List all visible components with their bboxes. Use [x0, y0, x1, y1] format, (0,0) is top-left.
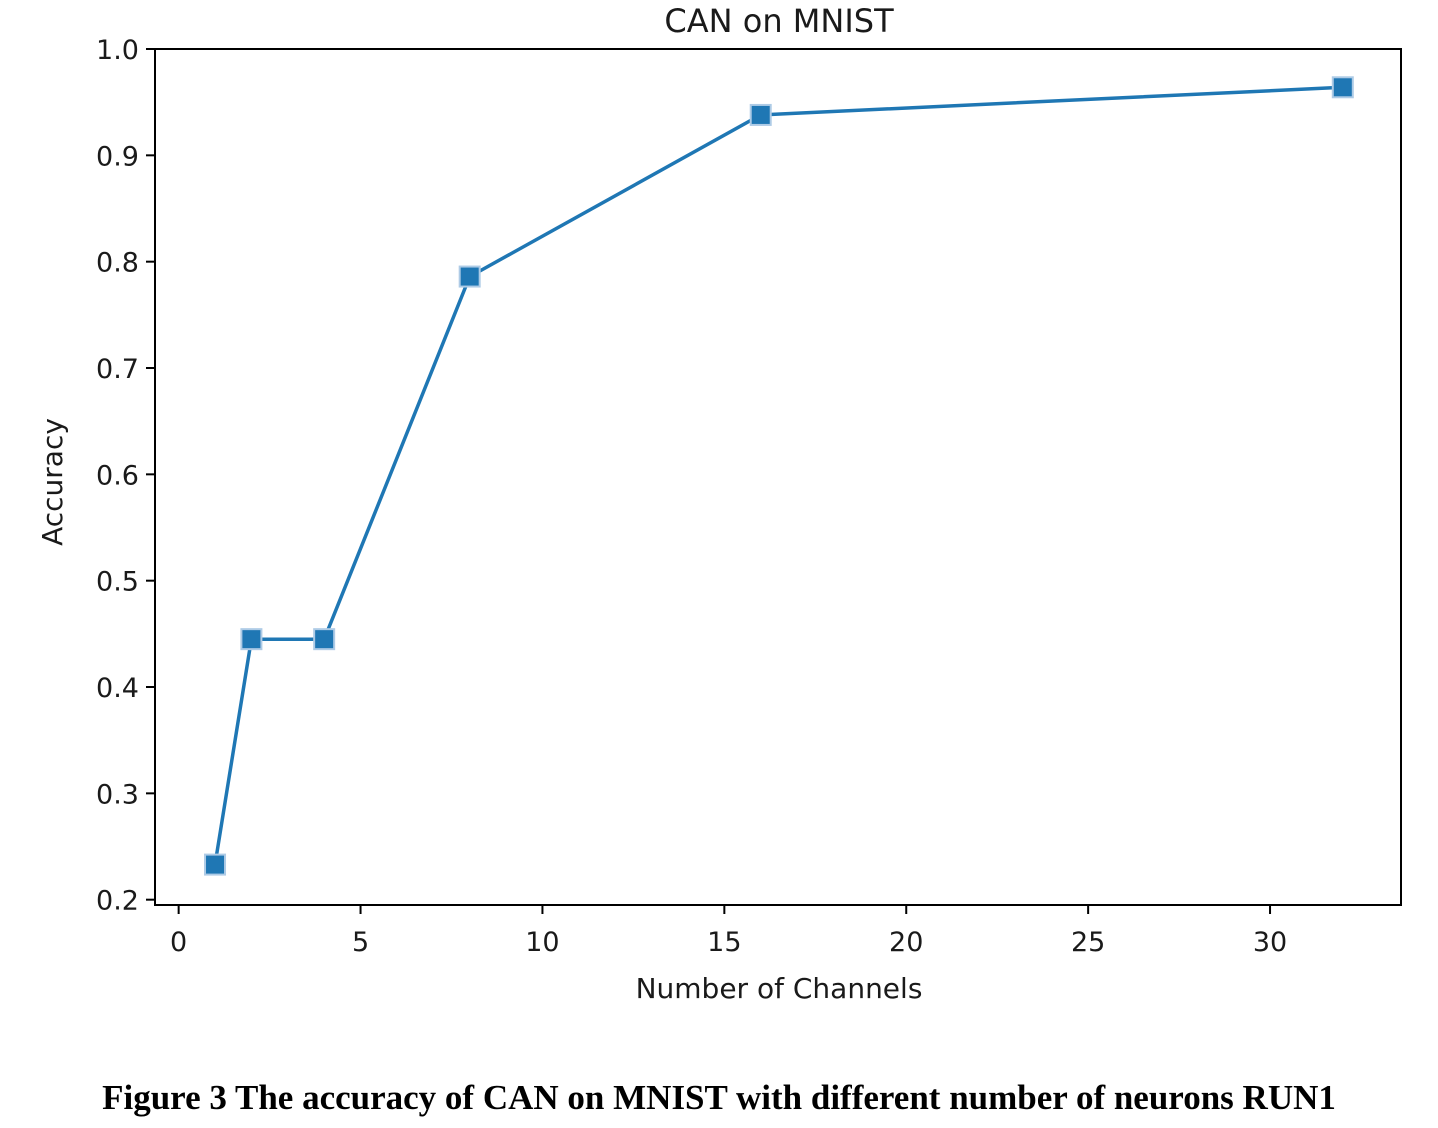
- y-tick-label: 0.3: [96, 779, 139, 810]
- y-tick-label: 0.6: [96, 460, 139, 491]
- plot-area: [204, 76, 1354, 876]
- y-axis-label: Accuracy: [36, 418, 69, 546]
- x-tick-label: 20: [889, 927, 923, 958]
- chart-title: CAN on MNIST: [664, 2, 894, 40]
- x-tick-label: 15: [707, 927, 741, 958]
- y-tick-label: 1.0: [96, 35, 139, 66]
- y-tick-label: 0.4: [96, 673, 139, 704]
- data-point: [749, 103, 772, 126]
- data-point: [204, 853, 227, 876]
- x-tick-label: 0: [170, 927, 187, 958]
- y-tick-label: 0.8: [96, 248, 139, 279]
- y-tick-label: 0.5: [96, 567, 139, 598]
- y-axis: 0.2 0.3 0.4 0.5 0.6 0.7 0.8 0.9 1.0: [96, 35, 155, 917]
- x-axis-label: Number of Channels: [636, 972, 923, 1005]
- y-tick-label: 0.7: [96, 354, 139, 385]
- x-axis: 0 5 10 15 20 25 30: [170, 905, 1287, 958]
- y-tick-label: 0.2: [96, 886, 139, 917]
- line-chart: CAN on MNIST 0 5 10 15 20 25 30 0.20.30.40.50.…: [36, 2, 1402, 1005]
- y-tick-label: 0.9: [96, 141, 139, 172]
- data-point: [313, 628, 336, 651]
- axes-frame: [154, 48, 1402, 906]
- x-tick-label: 25: [1071, 927, 1105, 958]
- x-tick-label: 30: [1253, 927, 1287, 958]
- data-point: [1331, 76, 1354, 99]
- data-point: [240, 628, 263, 651]
- x-tick-label: 10: [525, 927, 559, 958]
- series-line: [213, 85, 1343, 865]
- figure-caption: Figure 3 The accuracy of CAN on MNIST wi…: [102, 1078, 1336, 1117]
- x-tick-label: 5: [352, 927, 369, 958]
- data-point: [458, 265, 481, 288]
